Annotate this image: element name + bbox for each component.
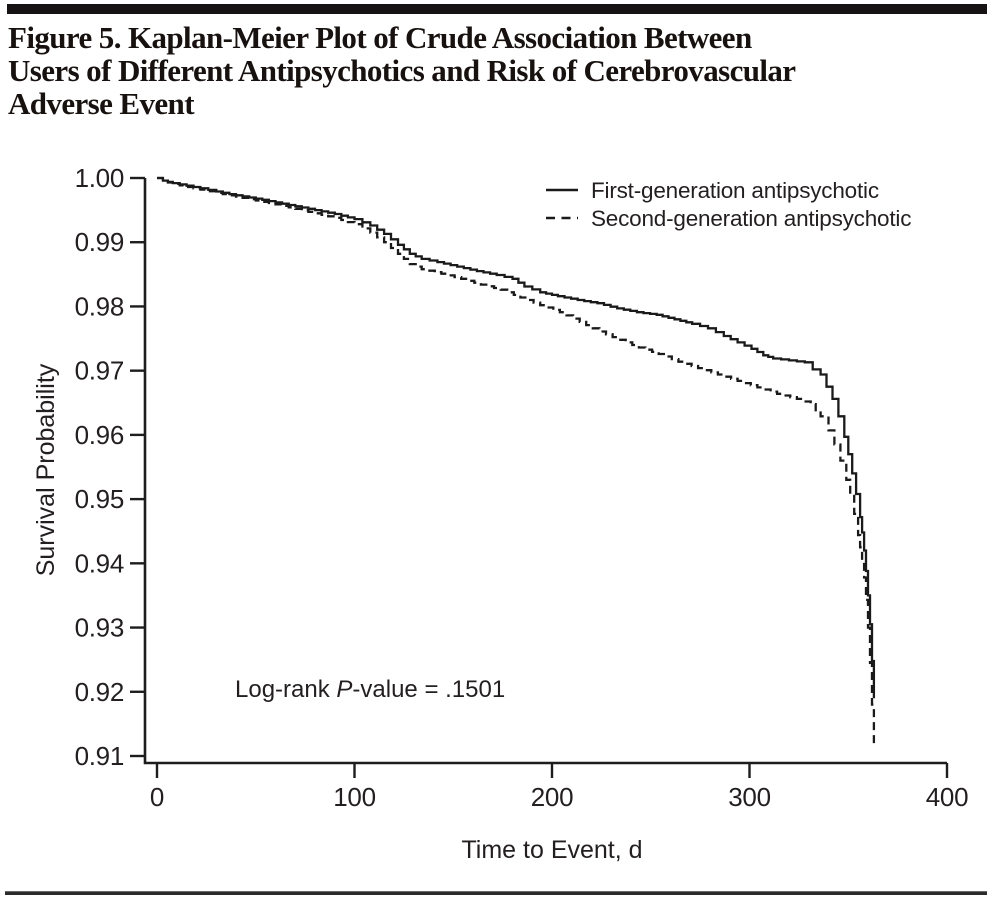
y-tick-label: 0.98	[75, 291, 124, 321]
figure-title: Figure 5. Kaplan-Meier Plot of Crude Ass…	[8, 21, 986, 120]
legend-label-first-generation: First-generation antipsychotic	[591, 178, 879, 203]
second-generation-curve	[157, 176, 876, 747]
figure-top-rule	[7, 4, 987, 14]
x-tick-label: 400	[926, 782, 968, 812]
log-rank-annotation-prefix: Log-rank	[235, 676, 336, 703]
figure-title-line-3: Adverse Event	[8, 86, 195, 121]
y-tick-label: 0.92	[75, 677, 124, 707]
figure-title-line-2: Users of Different Antipsychotics and Ri…	[8, 53, 796, 88]
y-axis-title: Survival Probability	[32, 363, 60, 576]
y-tick-label: 0.96	[75, 420, 124, 450]
y-tick-label: 0.99	[75, 227, 124, 257]
figure-bottom-rule	[5, 891, 987, 895]
y-tick-label: 0.91	[75, 741, 124, 771]
y-tick-label: 0.97	[75, 356, 124, 386]
y-axis-ticks: 1.00 0.99 0.98 0.97 0.96 0.95 0.94 0.93 0.92 0.91	[75, 163, 145, 771]
legend: First-generation antipsychotic Second-ge…	[546, 178, 911, 231]
x-tick-label: 200	[531, 782, 573, 812]
log-rank-annotation-suffix: -value = .1501	[352, 676, 505, 703]
log-rank-annotation-p: P	[336, 676, 352, 703]
y-tick-label: 0.93	[75, 613, 124, 643]
x-tick-label: 0	[150, 782, 164, 812]
figure-title-line-1: Figure 5. Kaplan-Meier Plot of Crude Ass…	[8, 20, 752, 55]
axis-lines	[143, 178, 947, 765]
log-rank-annotation: Log-rank P-value = .1501	[235, 676, 505, 703]
x-tick-label: 100	[333, 782, 375, 812]
x-tick-label: 300	[728, 782, 770, 812]
survival-curves	[157, 176, 876, 747]
legend-label-second-generation: Second-generation antipsychotic	[591, 206, 911, 231]
y-tick-label: 1.00	[75, 163, 124, 193]
x-axis-title: Time to Event, d	[461, 836, 642, 864]
x-axis-ticks: 0 100 200 300 400	[150, 763, 969, 812]
y-tick-label: 0.94	[75, 548, 124, 578]
first-generation-curve	[157, 176, 876, 699]
y-tick-label: 0.95	[75, 484, 124, 514]
